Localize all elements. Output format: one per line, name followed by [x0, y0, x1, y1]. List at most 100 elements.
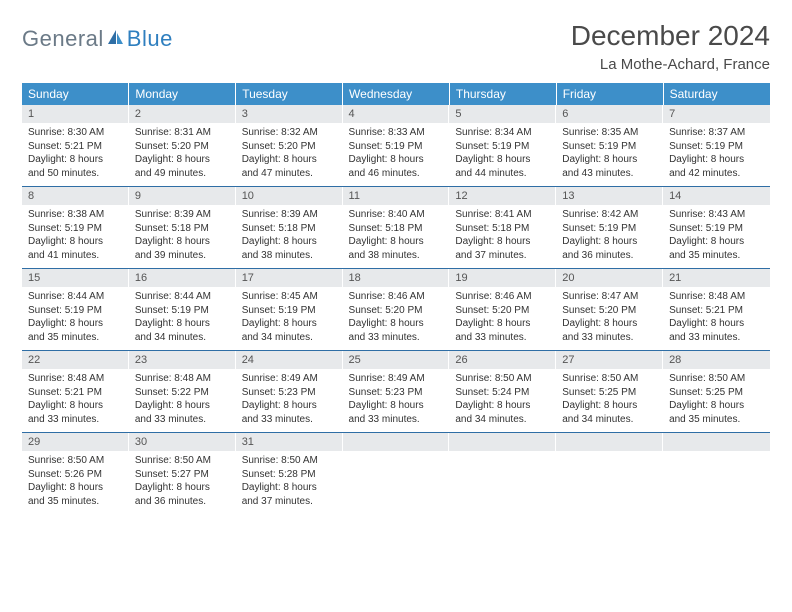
day-sunrise: Sunrise: 8:46 AM: [455, 290, 550, 304]
calendar-cell: 1Sunrise: 8:30 AMSunset: 5:21 PMDaylight…: [22, 105, 129, 187]
calendar-cell: 27Sunrise: 8:50 AMSunset: 5:25 PMDayligh…: [556, 351, 663, 433]
day-sunset: Sunset: 5:19 PM: [135, 304, 230, 318]
day-sunrise: Sunrise: 8:50 AM: [28, 454, 123, 468]
day-day2: and 33 minutes.: [669, 331, 764, 345]
day-sunset: Sunset: 5:19 PM: [669, 140, 764, 154]
weekday-header: Saturday: [663, 83, 770, 105]
day-sunrise: Sunrise: 8:42 AM: [562, 208, 657, 222]
day-day1: Daylight: 8 hours: [242, 317, 337, 331]
calendar-cell: 22Sunrise: 8:48 AMSunset: 5:21 PMDayligh…: [22, 351, 129, 433]
calendar-cell: 19Sunrise: 8:46 AMSunset: 5:20 PMDayligh…: [449, 269, 556, 351]
day-sunrise: Sunrise: 8:32 AM: [242, 126, 337, 140]
day-body: Sunrise: 8:35 AMSunset: 5:19 PMDaylight:…: [556, 123, 663, 186]
location-label: La Mothe-Achard, France: [571, 56, 770, 73]
day-number: 20: [556, 269, 663, 287]
day-body: Sunrise: 8:39 AMSunset: 5:18 PMDaylight:…: [129, 205, 236, 268]
day-sunset: Sunset: 5:19 PM: [28, 304, 123, 318]
day-day1: Daylight: 8 hours: [135, 317, 230, 331]
calendar-cell: 13Sunrise: 8:42 AMSunset: 5:19 PMDayligh…: [556, 187, 663, 269]
day-body: Sunrise: 8:46 AMSunset: 5:20 PMDaylight:…: [449, 287, 556, 350]
weekday-header: Wednesday: [343, 83, 450, 105]
day-day1: Daylight: 8 hours: [135, 399, 230, 413]
day-body: Sunrise: 8:47 AMSunset: 5:20 PMDaylight:…: [556, 287, 663, 350]
day-day1: Daylight: 8 hours: [28, 481, 123, 495]
day-number: 16: [129, 269, 236, 287]
day-day2: and 34 minutes.: [562, 413, 657, 427]
weekday-header: Friday: [556, 83, 663, 105]
day-day1: Daylight: 8 hours: [242, 153, 337, 167]
day-number: 29: [22, 433, 129, 451]
day-day1: Daylight: 8 hours: [28, 399, 123, 413]
day-sunrise: Sunrise: 8:48 AM: [669, 290, 764, 304]
day-sunset: Sunset: 5:26 PM: [28, 468, 123, 482]
calendar-cell: [663, 433, 770, 515]
day-number: 8: [22, 187, 129, 205]
title-block: December 2024 La Mothe-Achard, France: [571, 20, 770, 73]
day-sunrise: Sunrise: 8:41 AM: [455, 208, 550, 222]
day-number: 6: [556, 105, 663, 123]
day-body: Sunrise: 8:39 AMSunset: 5:18 PMDaylight:…: [236, 205, 343, 268]
day-number: 7: [663, 105, 770, 123]
calendar-cell: 30Sunrise: 8:50 AMSunset: 5:27 PMDayligh…: [129, 433, 236, 515]
day-sunrise: Sunrise: 8:48 AM: [135, 372, 230, 386]
calendar-cell: 11Sunrise: 8:40 AMSunset: 5:18 PMDayligh…: [343, 187, 450, 269]
day-day2: and 34 minutes.: [242, 331, 337, 345]
calendar-cell: 9Sunrise: 8:39 AMSunset: 5:18 PMDaylight…: [129, 187, 236, 269]
day-day1: Daylight: 8 hours: [349, 153, 444, 167]
day-sunset: Sunset: 5:19 PM: [242, 304, 337, 318]
day-day2: and 36 minutes.: [135, 495, 230, 509]
weekday-header-row: Sunday Monday Tuesday Wednesday Thursday…: [22, 83, 770, 105]
day-body: Sunrise: 8:41 AMSunset: 5:18 PMDaylight:…: [449, 205, 556, 268]
day-sunrise: Sunrise: 8:47 AM: [562, 290, 657, 304]
day-number: 14: [663, 187, 770, 205]
day-day1: Daylight: 8 hours: [349, 317, 444, 331]
day-sunset: Sunset: 5:21 PM: [28, 386, 123, 400]
weekday-header: Tuesday: [236, 83, 343, 105]
calendar-cell: 28Sunrise: 8:50 AMSunset: 5:25 PMDayligh…: [663, 351, 770, 433]
day-day1: Daylight: 8 hours: [562, 235, 657, 249]
day-number-empty: [343, 433, 450, 451]
day-day2: and 33 minutes.: [455, 331, 550, 345]
day-body: Sunrise: 8:50 AMSunset: 5:24 PMDaylight:…: [449, 369, 556, 432]
day-body-empty: [556, 451, 663, 501]
day-day2: and 38 minutes.: [349, 249, 444, 263]
day-number-empty: [556, 433, 663, 451]
calendar-cell: 14Sunrise: 8:43 AMSunset: 5:19 PMDayligh…: [663, 187, 770, 269]
day-day2: and 34 minutes.: [135, 331, 230, 345]
day-sunrise: Sunrise: 8:30 AM: [28, 126, 123, 140]
day-sunrise: Sunrise: 8:50 AM: [562, 372, 657, 386]
day-body-empty: [663, 451, 770, 501]
day-sunrise: Sunrise: 8:31 AM: [135, 126, 230, 140]
day-body: Sunrise: 8:30 AMSunset: 5:21 PMDaylight:…: [22, 123, 129, 186]
day-number: 12: [449, 187, 556, 205]
calendar-row: 29Sunrise: 8:50 AMSunset: 5:26 PMDayligh…: [22, 433, 770, 515]
day-body: Sunrise: 8:37 AMSunset: 5:19 PMDaylight:…: [663, 123, 770, 186]
day-day1: Daylight: 8 hours: [242, 399, 337, 413]
day-day2: and 33 minutes.: [349, 413, 444, 427]
day-body-empty: [449, 451, 556, 501]
day-day1: Daylight: 8 hours: [135, 481, 230, 495]
day-sunset: Sunset: 5:18 PM: [242, 222, 337, 236]
day-body-empty: [343, 451, 450, 501]
calendar-cell: [449, 433, 556, 515]
day-day2: and 35 minutes.: [669, 413, 764, 427]
day-day1: Daylight: 8 hours: [455, 153, 550, 167]
day-sunset: Sunset: 5:20 PM: [455, 304, 550, 318]
calendar-cell: [343, 433, 450, 515]
day-day2: and 38 minutes.: [242, 249, 337, 263]
day-sunset: Sunset: 5:20 PM: [242, 140, 337, 154]
day-sunset: Sunset: 5:25 PM: [562, 386, 657, 400]
logo-text-blue: Blue: [127, 26, 173, 52]
page-root: General Blue December 2024 La Mothe-Acha…: [0, 0, 792, 534]
calendar-cell: 31Sunrise: 8:50 AMSunset: 5:28 PMDayligh…: [236, 433, 343, 515]
day-body: Sunrise: 8:31 AMSunset: 5:20 PMDaylight:…: [129, 123, 236, 186]
day-sunrise: Sunrise: 8:39 AM: [242, 208, 337, 222]
day-number: 31: [236, 433, 343, 451]
calendar-cell: [556, 433, 663, 515]
day-number: 30: [129, 433, 236, 451]
day-number-empty: [449, 433, 556, 451]
day-sunset: Sunset: 5:18 PM: [349, 222, 444, 236]
calendar-row: 15Sunrise: 8:44 AMSunset: 5:19 PMDayligh…: [22, 269, 770, 351]
day-body: Sunrise: 8:40 AMSunset: 5:18 PMDaylight:…: [343, 205, 450, 268]
day-day2: and 33 minutes.: [28, 413, 123, 427]
